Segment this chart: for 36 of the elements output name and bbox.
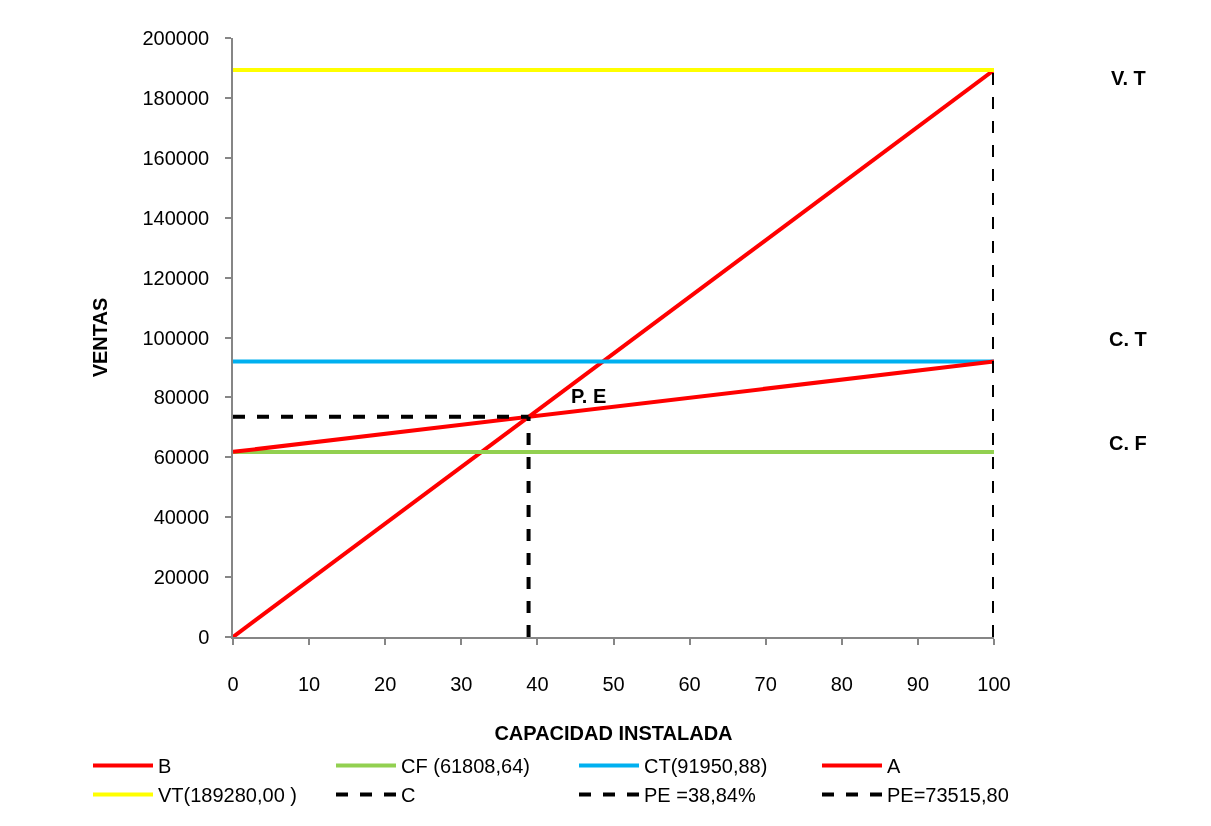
y-tick-label: 120000 (142, 266, 210, 289)
x-tick-label: 40 (526, 672, 549, 695)
legend-label: B (158, 755, 172, 778)
x-tick-label: 80 (830, 672, 853, 695)
x-tick-label: 0 (227, 672, 239, 695)
x-tick-label: 70 (754, 672, 777, 695)
y-tick-label: 140000 (142, 206, 210, 229)
legend-label: PE =38,84% (644, 784, 756, 807)
text: V. T (1111, 67, 1146, 89)
x-tick-label: 10 (297, 672, 321, 695)
x-tick-label: 60 (678, 672, 701, 695)
x-tick-label: 30 (450, 672, 473, 695)
y-tick-label: 60000 (153, 446, 210, 469)
y-tick-label: 160000 (142, 146, 210, 169)
y-tick-label: 100000 (142, 326, 210, 349)
legend-label: VT(189280,00 ) (158, 784, 297, 807)
legend-label: PE=73515,80 (887, 784, 1009, 807)
x-axis-title: CAPACIDAD INSTALADA (494, 721, 733, 744)
y-tick-label: 0 (198, 626, 210, 648)
y-tick-label: 180000 (142, 86, 210, 109)
annotation: P. E (571, 385, 607, 407)
legend-label: C (401, 784, 416, 807)
legend-label: A (887, 755, 901, 778)
x-tick-label: 100 (977, 672, 1011, 695)
x-tick-label: 90 (906, 672, 930, 695)
legend-label: CF (61808,64) (401, 755, 530, 778)
x-tick-label: 20 (374, 672, 397, 695)
text: C. T (1109, 328, 1147, 350)
x-tick-label: 50 (602, 672, 625, 695)
y-axis-title: VENTAS (88, 297, 111, 378)
y-tick-label: 20000 (153, 566, 210, 589)
text: C. F (1109, 432, 1147, 454)
y-tick-label: 40000 (153, 506, 210, 529)
y-tick-label: 80000 (153, 386, 210, 409)
legend-label: CT(91950,88) (644, 755, 768, 778)
y-tick-label: 200000 (142, 27, 210, 49)
